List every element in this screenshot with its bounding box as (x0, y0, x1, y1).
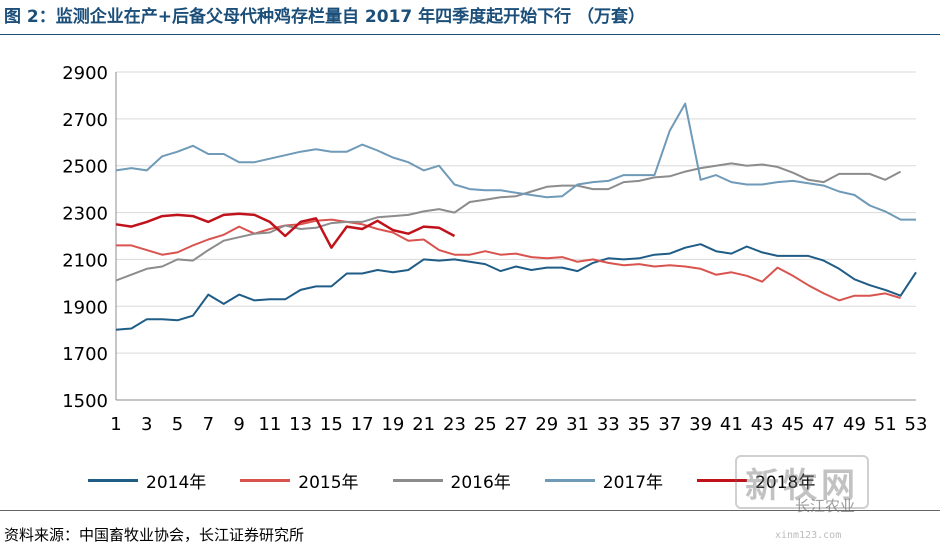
x-tick-label: 41 (720, 414, 743, 435)
y-tick-label: 1900 (62, 297, 108, 318)
legend-label: 2014年 (146, 472, 207, 493)
grid-lines (116, 71, 916, 354)
series-line-2014年 (115, 243, 917, 331)
x-tick-label: 13 (289, 414, 312, 435)
x-tick-label: 9 (233, 414, 244, 435)
legend: 2014年 2015年 2016年 2017年 2018年 (88, 467, 849, 493)
legend-item: 2015年 (240, 468, 359, 493)
x-tick-label: 27 (505, 414, 528, 435)
x-tick-label: 1 (110, 414, 121, 435)
source-note: 资料来源：中国畜牧业协会，长江证券研究所 (4, 526, 305, 544)
legend-label: 2018年 (755, 472, 816, 493)
x-tick-label: 53 (905, 414, 928, 435)
watermark-logo: 新牧网 (735, 455, 869, 509)
legend-swatch (392, 478, 443, 482)
legend-item: 2017年 (544, 468, 664, 493)
x-tick-label: 33 (597, 414, 620, 435)
legend-swatch (88, 478, 138, 482)
x-tick-label: 25 (474, 414, 497, 435)
y-tick-label: 1500 (62, 391, 108, 412)
series-lines (115, 102, 917, 331)
legend-swatch (697, 478, 748, 482)
x-tick-label: 23 (443, 414, 466, 435)
y-tick-label: 2500 (62, 157, 108, 178)
x-tick-label: 5 (172, 414, 183, 435)
x-tick-label: 31 (566, 414, 589, 435)
series-line-2015年 (116, 218, 901, 302)
legend-item: 2018年 (697, 468, 815, 493)
x-tick-label: 17 (351, 414, 374, 435)
x-tick-label: 45 (781, 414, 804, 435)
x-tick-label: 11 (258, 414, 281, 435)
legend-item: 2016年 (392, 468, 511, 493)
x-tick-label: 3 (141, 414, 152, 435)
chart-title: 图 2：监测企业在产+后备父母代种鸡存栏量自 2017 年四季度起开始下行 （万… (4, 7, 646, 27)
x-tick-label: 15 (320, 414, 343, 435)
legend-swatch (240, 478, 291, 482)
y-tick-label: 2900 (62, 63, 108, 84)
y-tick-label: 1700 (62, 344, 108, 365)
x-axis-tick-labels: 1 3 5 7 9 11 13 15 17 19 21 23 25 27 29 31 33 35 37 39 41 43 4… (110, 414, 927, 435)
legend-label: 2015年 (298, 472, 359, 493)
y-tick-label: 2300 (62, 204, 108, 225)
y-tick-label: 2700 (62, 110, 108, 131)
title-divider (0, 34, 940, 35)
x-tick-label: 29 (535, 414, 558, 435)
x-tick-label: 47 (812, 414, 835, 435)
axes (115, 72, 916, 401)
series-line-2016年 (115, 162, 902, 282)
series-line-2017年 (115, 102, 916, 221)
legend-item: 2014年 (88, 468, 206, 493)
x-tick-label: 37 (658, 414, 681, 435)
x-tick-label: 21 (412, 414, 435, 435)
watermark-url: xinm123.com (775, 530, 842, 541)
footer-divider (0, 510, 940, 511)
x-tick-label: 35 (628, 414, 651, 435)
legend-label: 2016年 (450, 472, 511, 493)
x-tick-label: 51 (874, 414, 897, 435)
watermark: 新牧网 长江农业 xinm123.com (735, 455, 935, 545)
legend-swatch (544, 478, 595, 482)
watermark-subtext: 长江农业 (795, 497, 856, 515)
y-axis-tick-labels: 1500 1700 1900 2100 2300 2500 2700 2900 (62, 63, 108, 412)
x-tick-label: 7 (203, 414, 214, 435)
x-tick-label: 43 (751, 414, 774, 435)
y-tick-label: 2100 (62, 250, 108, 271)
x-tick-label: 49 (843, 414, 866, 435)
series-line-2018年 (115, 212, 456, 249)
legend-label: 2017年 (602, 472, 664, 493)
x-tick-label: 39 (689, 414, 712, 435)
x-tick-label: 19 (381, 414, 404, 435)
